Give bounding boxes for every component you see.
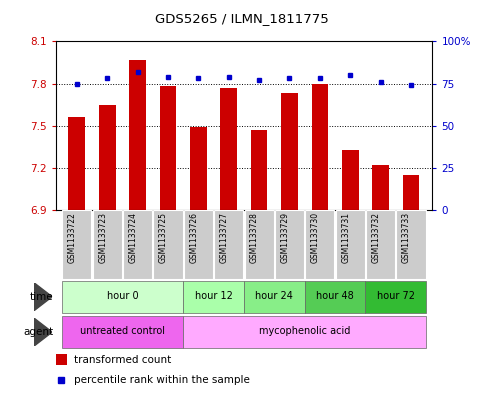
Bar xyxy=(62,210,91,279)
Text: GSM1133723: GSM1133723 xyxy=(98,212,107,263)
Bar xyxy=(183,281,244,313)
Bar xyxy=(342,150,358,210)
Text: GSM1133732: GSM1133732 xyxy=(371,212,381,263)
Bar xyxy=(99,105,115,210)
Text: hour 0: hour 0 xyxy=(107,291,138,301)
Text: GSM1133730: GSM1133730 xyxy=(311,212,320,263)
Text: untreated control: untreated control xyxy=(80,326,165,336)
Bar xyxy=(244,281,305,313)
Text: transformed count: transformed count xyxy=(73,355,171,365)
Bar xyxy=(183,316,426,348)
Text: time: time xyxy=(29,292,53,302)
Text: GSM1133724: GSM1133724 xyxy=(128,212,138,263)
Polygon shape xyxy=(34,318,52,346)
Text: agent: agent xyxy=(23,327,53,337)
Text: hour 24: hour 24 xyxy=(256,291,293,301)
Bar xyxy=(69,117,85,210)
Text: hour 48: hour 48 xyxy=(316,291,354,301)
Bar xyxy=(190,127,207,210)
Text: GSM1133729: GSM1133729 xyxy=(281,212,289,263)
Bar xyxy=(366,281,426,313)
Bar xyxy=(366,210,395,279)
Bar xyxy=(62,281,183,313)
Text: GDS5265 / ILMN_1811775: GDS5265 / ILMN_1811775 xyxy=(155,12,328,25)
Bar xyxy=(251,130,268,210)
Bar xyxy=(159,86,176,210)
Bar xyxy=(372,165,389,210)
Bar xyxy=(56,354,67,365)
Text: percentile rank within the sample: percentile rank within the sample xyxy=(73,375,250,386)
Text: GSM1133728: GSM1133728 xyxy=(250,212,259,263)
Bar xyxy=(312,83,328,210)
Bar xyxy=(275,210,304,279)
Text: hour 72: hour 72 xyxy=(377,291,415,301)
Bar xyxy=(184,210,213,279)
Text: GSM1133733: GSM1133733 xyxy=(402,212,411,263)
Text: GSM1133731: GSM1133731 xyxy=(341,212,350,263)
Bar xyxy=(93,210,122,279)
Bar xyxy=(62,316,183,348)
Polygon shape xyxy=(34,283,52,311)
Text: GSM1133722: GSM1133722 xyxy=(68,212,77,263)
Text: hour 12: hour 12 xyxy=(195,291,232,301)
Text: GSM1133726: GSM1133726 xyxy=(189,212,199,263)
Bar xyxy=(129,60,146,210)
Bar xyxy=(305,210,334,279)
Bar xyxy=(403,175,419,210)
Bar xyxy=(154,210,183,279)
Text: mycophenolic acid: mycophenolic acid xyxy=(259,326,350,336)
Bar xyxy=(281,94,298,210)
Bar xyxy=(123,210,152,279)
Text: GSM1133725: GSM1133725 xyxy=(159,212,168,263)
Bar xyxy=(220,88,237,210)
Bar xyxy=(244,210,274,279)
Bar xyxy=(214,210,243,279)
Text: GSM1133727: GSM1133727 xyxy=(220,212,229,263)
Bar xyxy=(336,210,365,279)
Bar xyxy=(305,281,366,313)
Bar xyxy=(397,210,426,279)
